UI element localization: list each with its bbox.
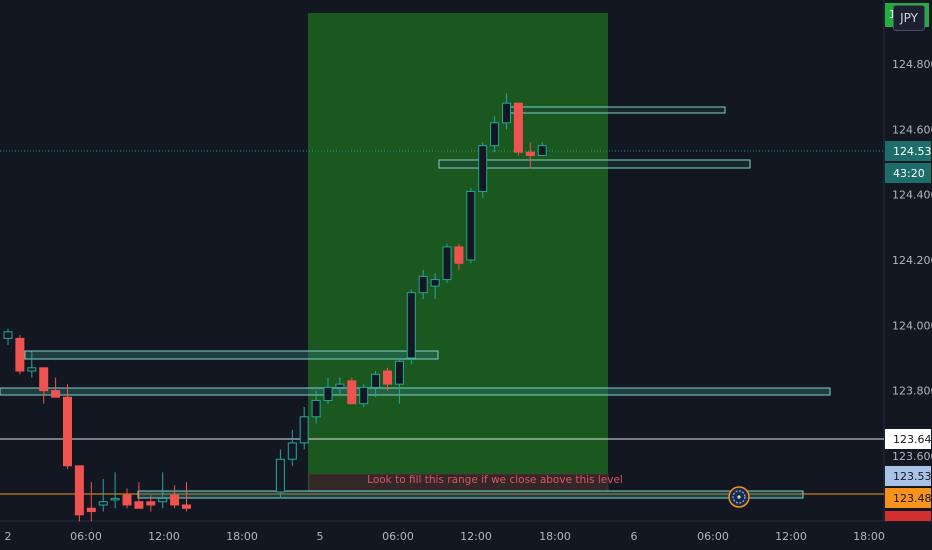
candle-body xyxy=(98,501,108,506)
price-tag-bg xyxy=(885,488,931,508)
price-tag-label: 123.649 xyxy=(893,433,932,446)
candle-body xyxy=(513,102,523,153)
candle-body xyxy=(537,145,547,156)
price-tag-label: 124.532 xyxy=(893,145,932,158)
price-tick-label: 124.400 xyxy=(892,189,932,202)
price-tag-label: 43:20 xyxy=(893,167,925,180)
candle-body xyxy=(347,380,357,405)
candle-body xyxy=(371,373,381,388)
candle-body xyxy=(182,504,191,509)
candle-body xyxy=(27,367,37,372)
candle-body xyxy=(335,383,345,388)
price-tag-label: 123.538 xyxy=(893,470,932,483)
candle-body xyxy=(383,370,392,385)
time-tick-label: 06:00 xyxy=(70,530,102,543)
price-tick-label: 124.000 xyxy=(892,319,932,332)
price-ticks-layer: 124.800 124.600 124.400 124.200 124.000 123.8… xyxy=(892,58,932,463)
candle-body xyxy=(146,501,156,506)
candle-body xyxy=(275,458,285,493)
candle-body xyxy=(299,416,309,444)
time-tick-label: 12:00 xyxy=(775,530,807,543)
candle-body xyxy=(86,507,96,513)
candle-body xyxy=(39,367,49,392)
price-tag: 123.538 xyxy=(885,466,932,486)
time-ticks-layer: 2 06:00 12:00 18:00 5 06:00 12:00 18:00 6 06:00 12… xyxy=(5,530,885,543)
time-tick-label: 12:00 xyxy=(460,530,492,543)
currency-badge[interactable]: JPY xyxy=(893,5,925,31)
candle-body xyxy=(311,399,321,418)
time-tick-label: 18:00 xyxy=(226,530,258,543)
price-tag-label: 123.480 xyxy=(893,492,932,505)
time-tick-label: 12:00 xyxy=(148,530,180,543)
level-box-current[interactable] xyxy=(438,159,751,169)
price-tag: 123.649 xyxy=(885,429,932,449)
candle-body xyxy=(3,331,13,339)
time-tick-label: 18:00 xyxy=(853,530,885,543)
range-note: Look to fill this range if we close abov… xyxy=(367,474,623,486)
candle-body xyxy=(418,275,428,294)
candle-body xyxy=(15,337,25,372)
price-tag-bg xyxy=(885,466,931,486)
candle-body xyxy=(287,442,297,460)
time-tick-label: 06:00 xyxy=(697,530,729,543)
candle-body xyxy=(490,122,500,147)
level-box-124-00[interactable] xyxy=(24,350,439,360)
candle-body xyxy=(394,360,404,385)
price-tick-label: 124.600 xyxy=(892,123,932,136)
time-tick-label: 6 xyxy=(631,530,638,543)
time-tick-label: 5 xyxy=(317,530,324,543)
candle-body xyxy=(63,396,72,467)
price-tag-bg xyxy=(885,163,931,183)
candle-body xyxy=(525,151,535,156)
candle-body xyxy=(170,494,180,506)
candle-body xyxy=(406,292,416,359)
level-box-123-80[interactable] xyxy=(0,387,831,396)
price-tag: 123.480 xyxy=(885,488,932,508)
candle-body xyxy=(134,501,144,509)
candle-body xyxy=(466,190,476,261)
price-tags-layer: 124.532 43:20 123.649 123.538 123.480 xyxy=(885,141,932,521)
time-tick-label: 06:00 xyxy=(382,530,414,543)
candle-body xyxy=(158,497,168,503)
price-tag-partial xyxy=(885,511,931,521)
level-box-bottom[interactable] xyxy=(137,490,804,499)
candle-body xyxy=(359,386,369,405)
time-tick-label: 2 xyxy=(5,530,12,543)
candles-layer xyxy=(3,93,547,522)
level-box-top[interactable] xyxy=(502,106,726,114)
top-price-tag-text: 1 xyxy=(889,8,896,21)
price-tick-label: 123.800 xyxy=(892,385,932,398)
price-tag-bg xyxy=(885,141,931,161)
candle-body xyxy=(454,246,464,264)
time-tick-label: 18:00 xyxy=(539,530,571,543)
candle-body xyxy=(442,246,452,281)
candle-body xyxy=(110,497,120,501)
candle-body xyxy=(74,465,84,516)
price-tag: 43:20 xyxy=(885,163,931,183)
candle-body xyxy=(51,390,61,398)
candle-body xyxy=(122,494,132,506)
candle-body xyxy=(430,279,440,287)
price-tick-label: 124.200 xyxy=(892,254,932,267)
candle-body xyxy=(502,102,511,124)
price-tag: 124.532 xyxy=(885,141,932,161)
alert-clock-icon[interactable] xyxy=(728,486,750,508)
candle-body xyxy=(323,386,333,401)
price-tag-bg xyxy=(885,429,931,449)
candle-body xyxy=(478,145,488,192)
price-tick-label: 124.800 xyxy=(892,58,932,71)
price-tick-label: 123.600 xyxy=(892,450,932,463)
time-axis-panel xyxy=(0,521,932,550)
